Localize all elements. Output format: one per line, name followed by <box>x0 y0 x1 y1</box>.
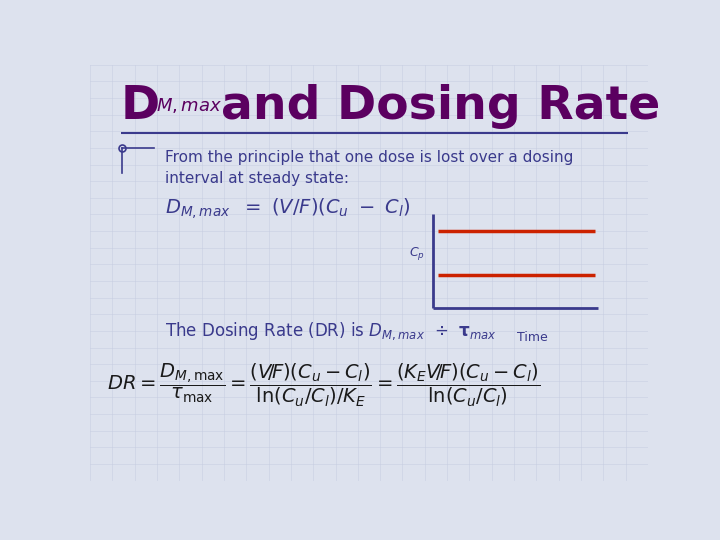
Text: D: D <box>121 84 160 129</box>
Text: $D_{M,max}$: $D_{M,max}$ <box>166 197 231 221</box>
Text: and Dosing Rate: and Dosing Rate <box>221 84 660 129</box>
Text: Time: Time <box>516 331 547 344</box>
Text: interval at steady state:: interval at steady state: <box>166 171 349 186</box>
Text: The Dosing Rate (DR) is $D_{M,max}$  $\div$  $\mathbf{\tau}_{max}$: The Dosing Rate (DR) is $D_{M,max}$ $\di… <box>166 321 497 342</box>
Text: $C_p$: $C_p$ <box>409 245 425 262</box>
Text: $M,max$: $M,max$ <box>156 96 222 115</box>
Text: $DR = \dfrac{D_{M,\max}}{\tau_{\max}} = \dfrac{(V\!/\!F)(C_u - C_l)}{\ln(C_u/C_l: $DR = \dfrac{D_{M,\max}}{\tau_{\max}} = … <box>107 362 540 409</box>
Text: From the principle that one dose is lost over a dosing: From the principle that one dose is lost… <box>166 150 574 165</box>
Text: $= \ (V/F)(C_u \ - \ C_l)$: $= \ (V/F)(C_u \ - \ C_l)$ <box>240 197 410 219</box>
